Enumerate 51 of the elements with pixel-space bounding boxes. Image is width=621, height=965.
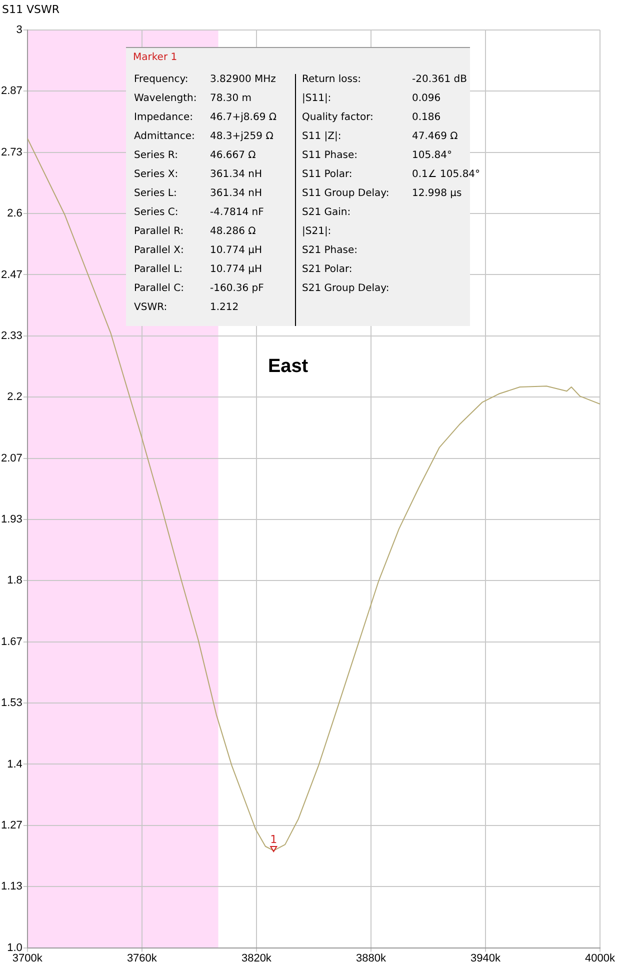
y-tick-label: 1.27 xyxy=(0,819,22,832)
text: Series L: 361.34 nH xyxy=(134,188,262,199)
text: Return loss: -20.361 dB xyxy=(302,74,467,85)
y-tick-label: 1.53 xyxy=(0,697,22,710)
y-tick-label: 1.8 xyxy=(7,574,22,587)
y-tick-label: 2.33 xyxy=(0,330,22,342)
text: Frequency: 3.82900 MHz xyxy=(134,74,276,85)
text: S11 |Z|: 47.469 Ω xyxy=(302,131,458,142)
x-tick-label: 3700k xyxy=(12,952,43,964)
y-tick-label: 2.6 xyxy=(7,208,22,220)
x-tick-label: 4000k xyxy=(585,952,616,964)
text: Series R: 46.667 Ω xyxy=(134,150,256,161)
y-tick-label: 2.07 xyxy=(0,452,22,464)
text: Parallel R: 48.286 Ω xyxy=(134,226,256,237)
y-tick-label: 1.13 xyxy=(0,880,22,893)
y-tick-label: 1.0 xyxy=(7,942,22,954)
text: Quality factor: 0.186 xyxy=(302,112,441,123)
x-tick-label: 3820k xyxy=(241,952,272,964)
text: Wavelength: 78.30 m xyxy=(134,93,252,104)
chart-title: S11 VSWR xyxy=(2,3,60,16)
text: Parallel C: -160.36 pF xyxy=(134,283,264,294)
text: |S11|: 0.096 xyxy=(302,93,441,104)
y-tick-label: 2.87 xyxy=(0,85,22,98)
x-tick-label: 3760k xyxy=(126,952,158,964)
y-tick-label: 1.4 xyxy=(7,758,22,770)
text: S11 Group Delay: 12.998 µs xyxy=(302,188,462,199)
text: Admittance: 48.3+j259 Ω xyxy=(134,131,274,142)
annotation: S21 Gain: xyxy=(302,207,352,218)
text: VSWR: 1.212 xyxy=(134,302,239,313)
text: Parallel L: 10.774 µH xyxy=(134,264,262,275)
y-tick-label: 1.93 xyxy=(0,514,22,526)
annotation: East xyxy=(268,356,308,378)
annotation: |S21|: xyxy=(302,226,332,237)
text: Series C: -4.7814 nF xyxy=(134,207,264,218)
y-tick-label: 2.2 xyxy=(7,391,22,404)
text: Parallel X: 10.774 µH xyxy=(134,245,262,256)
text: Impedance: 46.7+j8.69 Ω xyxy=(134,112,277,123)
annotation: Marker 1 xyxy=(133,52,178,63)
annotation: S21 Group Delay: xyxy=(302,283,390,294)
y-tick-label: 3 xyxy=(16,24,22,36)
y-tick-label: 1.67 xyxy=(0,636,22,648)
text: S11 Polar: 0.1∠ 105.84° xyxy=(302,169,480,180)
text: S11 Phase: 105.84° xyxy=(302,150,452,161)
annotation: S21 Phase: xyxy=(302,245,358,256)
text: Series X: 361.34 nH xyxy=(134,169,262,180)
annotation: 1 xyxy=(270,832,278,846)
annotation: S21 Polar: xyxy=(302,264,354,275)
y-tick-label: 2.47 xyxy=(0,268,22,281)
x-tick-label: 3880k xyxy=(356,952,386,964)
y-tick-label: 2.73 xyxy=(0,146,22,158)
x-tick-label: 3940k xyxy=(470,952,501,964)
